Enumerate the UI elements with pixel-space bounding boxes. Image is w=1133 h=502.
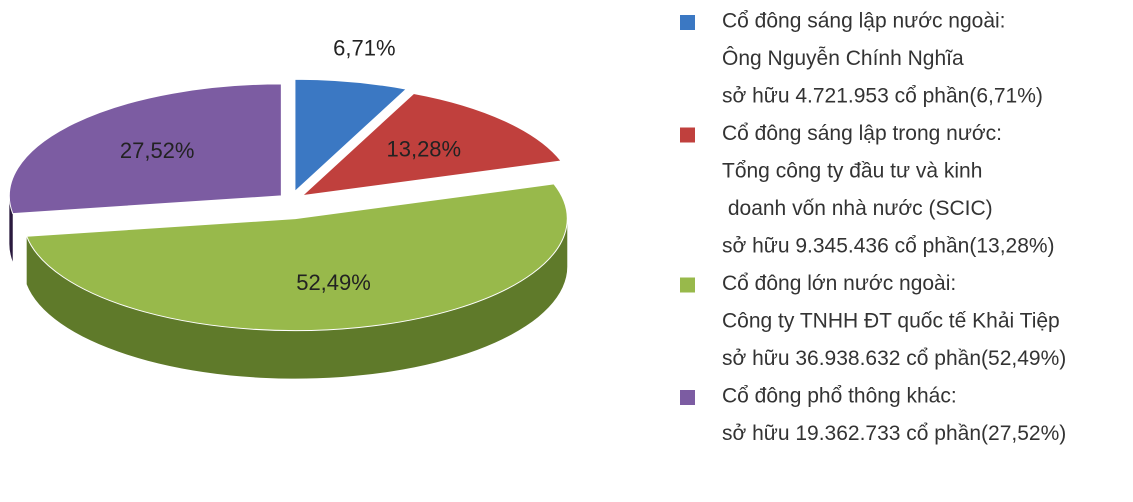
legend-text: Cổ đông phổ thông khác: (722, 385, 957, 408)
legend-text: Tổng công ty đầu tư và kinh (722, 160, 982, 183)
legend-text: sở hữu 36.938.632 cổ phần(52,49%) (722, 347, 1066, 370)
legend-swatch (680, 390, 695, 405)
slice (25, 183, 568, 332)
data-label: 52,49% (296, 270, 371, 295)
slice (8, 83, 282, 215)
legend-swatch (680, 277, 695, 293)
legend-text: sở hữu 9.345.436 cổ phần(13,28%) (722, 235, 1055, 258)
legend-text: sở hữu 19.362.733 cổ phần(27,52%) (722, 422, 1066, 445)
legend-text: Ông Nguyễn Chính Nghĩa (722, 47, 964, 70)
legend-text: doanh vốn nhà nước (SCIC) (722, 197, 993, 220)
legend-text: sở hữu 4.721.953 cổ phần(6,71%) (722, 85, 1043, 108)
slice (300, 92, 562, 197)
slice-side (26, 218, 568, 379)
data-label: 27,52% (120, 138, 195, 163)
legend-text: Cổ đông lớn nước ngoài: (722, 272, 956, 295)
data-label: 6,71% (333, 36, 395, 61)
legend-text: Công ty TNHH ĐT quốc tế Khải Tiệp (722, 310, 1060, 333)
legend-swatch (680, 127, 695, 143)
data-label: 13,28% (386, 137, 461, 162)
legend-text: Cổ đông sáng lập trong nước: (722, 122, 1002, 145)
legend-swatch (680, 15, 695, 30)
legend-text: Cổ đông sáng lập nước ngoài: (722, 10, 1006, 33)
slice (294, 78, 408, 193)
